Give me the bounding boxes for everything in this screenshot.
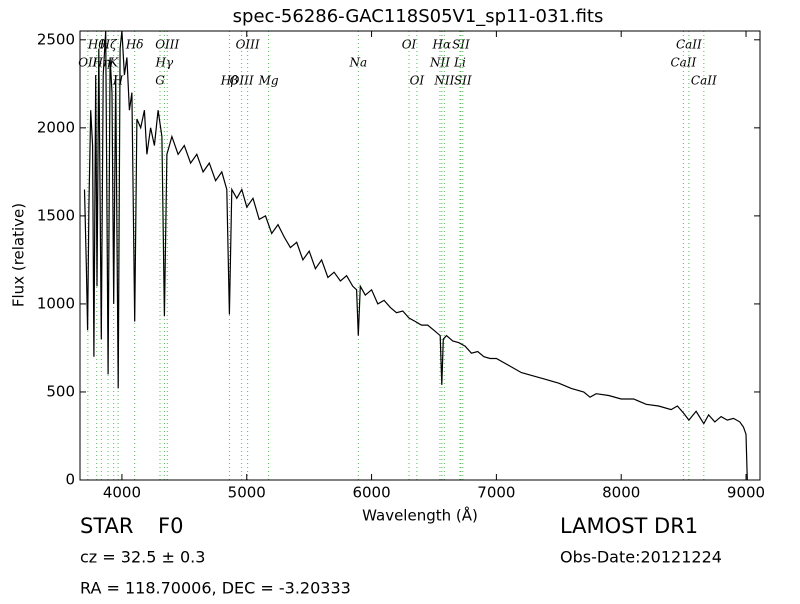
spectral-line-label: OII [78,56,98,70]
spectral-line-label: CaII [670,56,696,70]
obs-date: Obs-Date:20121224 [560,548,722,567]
spectral-line-label: OI [402,38,417,52]
chart-title: spec-56286-GAC118S05V1_sp11-031.fits [233,6,604,27]
plot-frame [79,30,761,481]
spectral-line-label: NII [429,56,450,70]
spectral-line-label: Hγ [155,56,174,70]
spectral-line-label: CaII [691,74,717,88]
spectral-line-label: G [155,74,165,88]
spectral-line-label: Na [349,56,368,70]
y-tick-label: 2500 [37,30,75,48]
x-tick-label: 9000 [727,484,765,502]
y-tick-label: 2000 [37,118,75,136]
spectral-line-label: CaII [676,38,702,52]
x-tick-label: 7000 [477,484,515,502]
spectral-line-label: SII [454,74,472,88]
spectral-line-label: Hα [432,38,452,52]
y-tick-label: 500 [46,382,75,400]
spectral-line-label: Mg [258,74,279,88]
spectral-line-label: Hζ [99,38,118,52]
redshift: cz = 32.5 ± 0.3 [80,548,205,567]
object-class: STAR [80,514,133,538]
x-tick-label: 4000 [103,484,141,502]
y-axis-label: Flux (relative) [10,203,28,307]
spectral-line-label: Hβ [220,74,238,88]
spectral-line-label: OIII [230,74,254,88]
y-tick-label: 1500 [37,206,75,224]
object-subclass: F0 [158,514,183,538]
survey: LAMOST DR1 [560,514,698,538]
spectral-line-label: H [112,74,124,88]
x-tick-label: 8000 [602,484,640,502]
spectral-line-label: OIII [236,38,260,52]
spectral-line-label: SII [452,38,470,52]
spectral-line-label: Li [453,56,466,70]
spectral-line-label: Hδ [125,38,144,52]
spectral-line-label: OI [410,74,425,88]
x-axis-label: Wavelength (Å) [362,506,478,525]
coordinates: RA = 118.70006, DEC = -3.20333 [80,579,351,598]
spectral-line-label: K [108,56,119,70]
x-tick-label: 5000 [228,484,266,502]
spectrum-line [83,30,748,481]
spectral-line-label: NII [433,74,454,88]
spectral-line-label: OIII [155,38,179,52]
y-tick-label: 1000 [37,294,75,312]
y-tick-label: 0 [65,471,75,489]
x-tick-label: 6000 [352,484,390,502]
